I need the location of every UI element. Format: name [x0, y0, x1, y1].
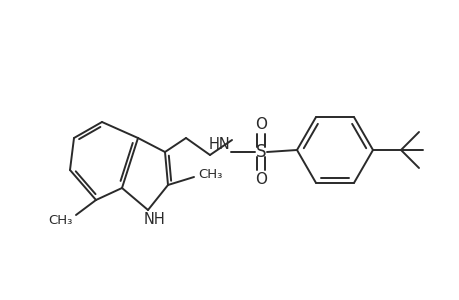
Text: S: S [255, 143, 266, 161]
Text: NH: NH [144, 212, 166, 226]
Text: HN: HN [209, 136, 230, 152]
Text: O: O [254, 172, 266, 188]
Text: CH₃: CH₃ [48, 214, 72, 226]
Text: O: O [254, 116, 266, 131]
Text: CH₃: CH₃ [197, 169, 222, 182]
